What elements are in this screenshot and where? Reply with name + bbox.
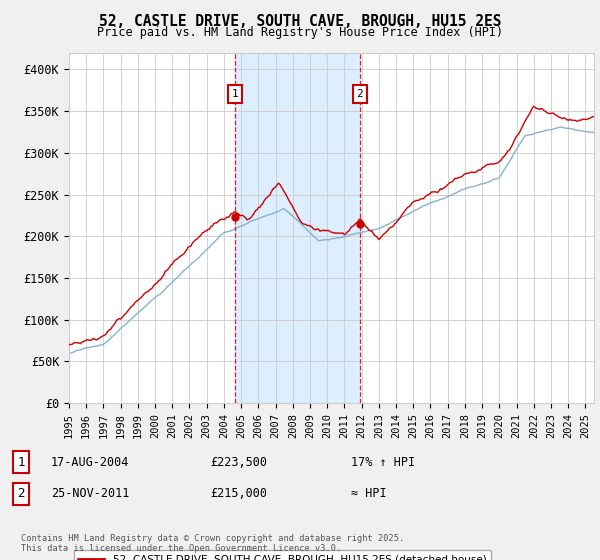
Text: 2: 2 [17,487,25,501]
Text: 1: 1 [17,455,25,469]
Text: 1: 1 [232,90,238,99]
Bar [235,53,360,403]
Text: 2: 2 [356,90,363,99]
Text: 17% ↑ HPI: 17% ↑ HPI [351,455,415,469]
Text: £223,500: £223,500 [210,455,267,469]
Text: 25-NOV-2011: 25-NOV-2011 [51,487,130,501]
Text: 52, CASTLE DRIVE, SOUTH CAVE, BROUGH, HU15 2ES: 52, CASTLE DRIVE, SOUTH CAVE, BROUGH, HU… [99,14,501,29]
Text: £215,000: £215,000 [210,487,267,501]
Legend: 52, CASTLE DRIVE, SOUTH CAVE, BROUGH, HU15 2ES (detached house), HPI: Average pr: 52, CASTLE DRIVE, SOUTH CAVE, BROUGH, HU… [74,550,491,560]
Text: ≈ HPI: ≈ HPI [351,487,386,501]
Text: Contains HM Land Registry data © Crown copyright and database right 2025.
This d: Contains HM Land Registry data © Crown c… [21,534,404,553]
Text: 17-AUG-2004: 17-AUG-2004 [51,455,130,469]
Text: Price paid vs. HM Land Registry's House Price Index (HPI): Price paid vs. HM Land Registry's House … [97,26,503,39]
